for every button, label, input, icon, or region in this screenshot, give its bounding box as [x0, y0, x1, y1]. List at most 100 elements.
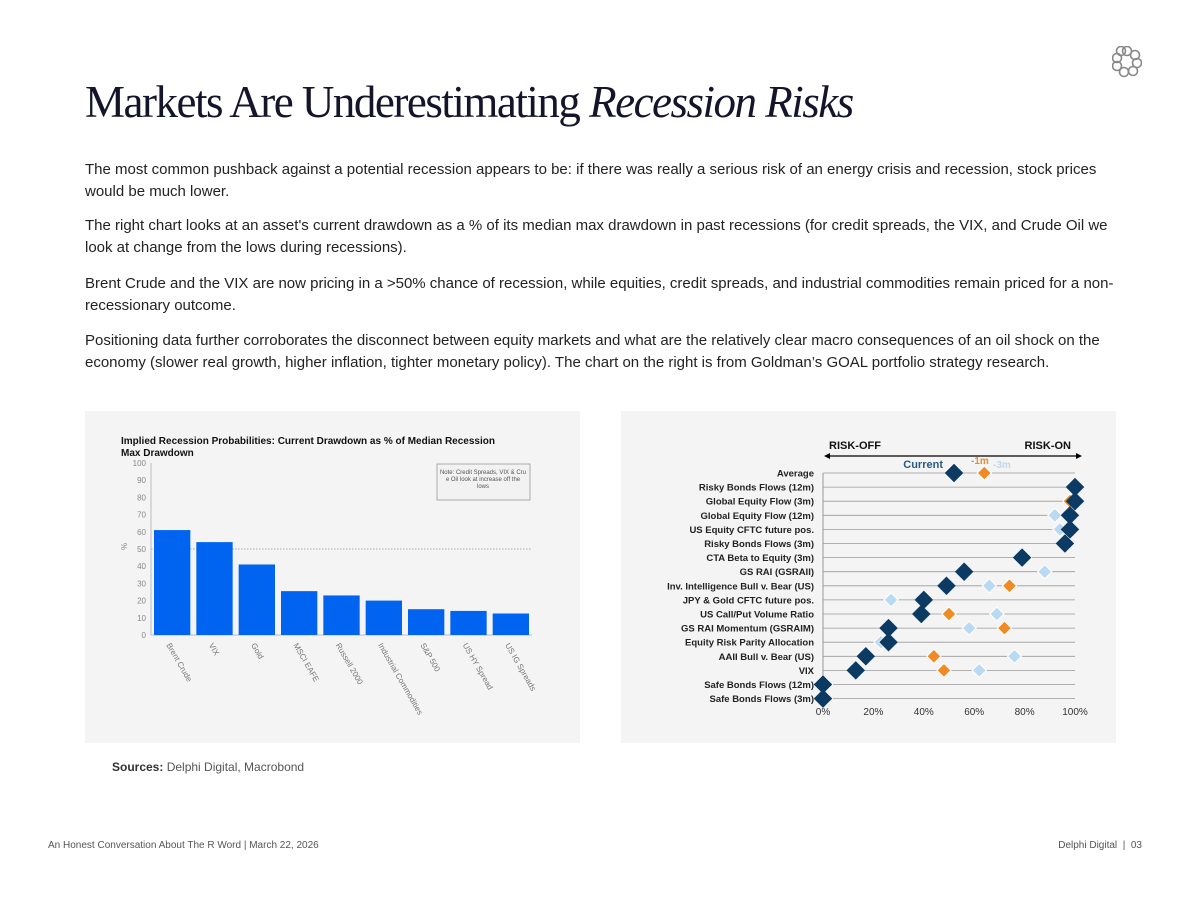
diamond-Current — [879, 632, 898, 652]
y-tick-label: 30 — [137, 579, 146, 588]
legend--1m: -1m — [971, 456, 989, 467]
bar-chart: Implied Recession Probabilities: Current… — [120, 436, 538, 717]
diamond-Current — [1060, 520, 1080, 539]
legend--3m: -3m — [993, 460, 1011, 471]
diamond--1m — [1001, 578, 1018, 594]
bar-6 — [408, 609, 445, 635]
diamond-Current — [937, 576, 956, 596]
row-label: GS RAI Momentum (GSRAIM) — [681, 624, 814, 635]
y-tick-label: 0 — [142, 631, 147, 640]
y-tick-label: 50 — [137, 545, 146, 554]
diamond-Current — [846, 661, 866, 680]
row-label: JPY & Gold CFTC future pos. — [683, 595, 814, 606]
bar-0 — [154, 530, 191, 635]
row-label: Risky Bonds Flows (3m) — [704, 539, 814, 550]
bar-3 — [281, 591, 318, 635]
x-tick-label: 40% — [914, 707, 934, 718]
footer-title: An Honest Conversation About The R Word … — [48, 840, 319, 851]
positioning-chart-panel: RISK-OFF RISK-ON Current -1m -3m Average Risky… — [621, 411, 1116, 743]
row-label: Safe Bonds Flows (12m) — [704, 680, 814, 691]
diamond--3m — [971, 662, 987, 679]
x-tick-label: 100% — [1062, 707, 1088, 718]
diamond-Current — [1065, 491, 1085, 511]
y-tick-label: 80 — [137, 493, 146, 502]
bar-5 — [365, 600, 402, 635]
diamond--1m — [926, 648, 942, 665]
y-tick-label: 20 — [137, 597, 146, 606]
diamond-Current — [1055, 534, 1075, 553]
diamond--1m — [996, 620, 1013, 636]
row-label: Safe Bonds Flows (3m) — [709, 694, 814, 705]
bar-4 — [323, 595, 360, 635]
y-axis-label: % — [120, 543, 129, 550]
positioning-chart: RISK-OFF RISK-ON Current -1m -3m Average Risky… — [667, 440, 1088, 718]
x-tick-label: 80% — [1015, 707, 1035, 718]
page-title: Markets Are Underestimating Recession Ri… — [85, 76, 854, 128]
x-tick-label: 0% — [816, 707, 831, 718]
x-tick-label: VIX — [207, 642, 222, 658]
x-tick-label: S&P 500 — [418, 642, 442, 674]
row-label: GS RAI (GSRAII) — [740, 567, 814, 578]
x-tick-label: 60% — [964, 707, 984, 718]
diamond-Current — [813, 689, 833, 708]
diamond--1m — [936, 662, 952, 679]
chart-title-line-2: Max Drawdown — [121, 448, 194, 459]
legend-Current: Current — [903, 459, 943, 471]
diamond-Current — [944, 463, 964, 483]
title-italic: Recession Risks — [589, 77, 854, 127]
x-tick-label: Russell 2000 — [334, 642, 365, 687]
x-tick-label: Brent Crude — [164, 642, 194, 684]
row-label: VIX — [799, 666, 815, 677]
x-tick-label: 20% — [863, 707, 883, 718]
paragraph-2: The right chart looks at an asset's curr… — [85, 217, 1108, 256]
risk-off-label: RISK-OFF — [829, 440, 881, 452]
delphi-logo-icon — [1112, 46, 1142, 78]
row-label: Equity Risk Parity Allocation — [685, 638, 814, 649]
note-text-3: lows — [477, 484, 489, 490]
diamond-Current — [954, 562, 974, 582]
bar-2 — [238, 564, 275, 635]
sources-text: Delphi Digital, Macrobond — [163, 760, 305, 774]
row-label: Risky Bonds Flows (12m) — [699, 483, 814, 494]
chart-title-line-1: Implied Recession Probabilities: Current… — [121, 436, 495, 447]
y-tick-label: 60 — [137, 528, 146, 537]
diamond--3m — [1047, 507, 1063, 524]
diamond--3m — [989, 606, 1005, 622]
y-tick-label: 40 — [137, 562, 146, 571]
diamond--1m — [976, 465, 992, 481]
x-tick-label: Industrial Commodities — [376, 642, 424, 717]
row-label: Global Equity Flow (3m) — [706, 497, 814, 508]
note-border — [436, 463, 531, 501]
diamond--3m — [1006, 648, 1023, 665]
paragraph-3: Brent Crude and the VIX are now pricing … — [85, 275, 1114, 314]
paragraph-4: Positioning data further corroborates th… — [85, 332, 1100, 371]
y-tick-label: 70 — [137, 511, 146, 520]
diamond-Current — [911, 604, 931, 624]
note-text-1: Note: Credit Spreads, VIX & Cru — [440, 470, 526, 476]
y-tick-label: 10 — [137, 614, 146, 623]
row-label: Average — [777, 469, 814, 480]
row-label: US Equity CFTC future pos. — [689, 525, 814, 536]
x-tick-label: Gold — [249, 642, 265, 661]
row-label: CTA Beta to Equity (3m) — [706, 553, 814, 564]
sources: Sources: Delphi Digital, Macrobond — [112, 760, 304, 774]
row-label: AAII Bull v. Bear (US) — [719, 652, 814, 663]
y-tick-label: 100 — [133, 459, 147, 468]
row-label: US Call/Put Volume Ratio — [700, 610, 814, 621]
x-tick-label: US IG Spreads — [503, 642, 538, 693]
diamond--3m — [981, 578, 998, 594]
diamond--1m — [941, 606, 957, 622]
note-text-2: e Oil look at increase off the — [446, 477, 521, 483]
risk-on-label: RISK-ON — [1025, 440, 1072, 452]
x-tick-label: US HY Spread — [461, 642, 495, 692]
footer-brand: Delphi Digital | 03 — [1058, 840, 1142, 851]
diamond-Current — [856, 646, 876, 666]
page-number: 03 — [1130, 840, 1142, 851]
x-tick-label: MSCI EAFE — [291, 642, 320, 684]
diamond--3m — [961, 620, 977, 636]
diamond-Current — [914, 590, 934, 610]
bar-7 — [450, 610, 487, 635]
title-main: Markets Are Underestimating — [85, 77, 581, 127]
paragraph-1: The most common pushback against a poten… — [85, 161, 1097, 200]
